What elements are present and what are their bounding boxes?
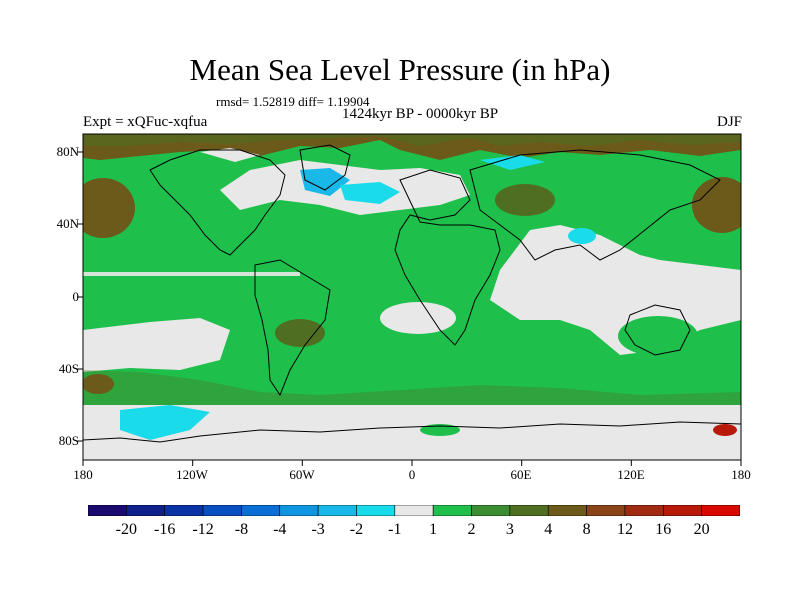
x-tick-label: 180 <box>73 467 93 482</box>
colorbar-box <box>241 505 281 516</box>
colorbar-label: 4 <box>544 521 553 538</box>
y-tick-label: 40S <box>58 361 79 376</box>
field-blue-greenland <box>300 168 350 196</box>
y-tick-label: 80N <box>56 144 79 159</box>
x-tick-label: 60E <box>510 467 532 482</box>
field-brown-southern-west <box>83 374 114 394</box>
colorbar-box <box>356 505 396 516</box>
y-tick-label: 0 <box>72 289 80 304</box>
colorbar-label: 8 <box>582 521 591 538</box>
field-southern-ocean <box>83 370 741 405</box>
field-cyan-siberia <box>480 155 545 170</box>
colorbar <box>88 505 740 516</box>
colorbar-box <box>317 505 357 516</box>
x-tick-label: 120W <box>176 467 208 482</box>
colorbar-label: -2 <box>349 521 364 538</box>
colorbar-box <box>126 505 165 516</box>
x-tick-label: 60W <box>289 467 315 482</box>
y-tick-label: 40N <box>56 216 79 231</box>
colorbar-label: -8 <box>234 521 249 538</box>
colorbar-label: -16 <box>154 521 176 538</box>
colorbar-label: 12 <box>616 521 633 538</box>
colorbar-label: 20 <box>693 521 710 538</box>
field-cyan-atlantic <box>340 182 400 204</box>
colorbar-label: 1 <box>429 521 438 538</box>
period-label: 1424kyr BP - 0000kyr BP <box>341 106 499 122</box>
field-grey-equatorial-strip <box>83 272 300 276</box>
colorbar-box <box>701 505 740 516</box>
colorbar-box <box>394 505 434 516</box>
field-grey-south-pacific <box>83 318 230 372</box>
colorbar-label: 2 <box>467 521 476 538</box>
field-grey-antarctica <box>83 405 741 460</box>
colorbar-label: -4 <box>273 521 287 538</box>
colorbar-label: -20 <box>115 521 138 538</box>
x-tick-label: 0 <box>408 467 416 482</box>
colorbar-label: 3 <box>505 521 514 538</box>
field-cyan-himalaya <box>568 228 596 244</box>
colorbar-box <box>471 505 511 516</box>
field-red-antarctica <box>713 424 737 436</box>
x-tick-label: 180 <box>731 467 751 482</box>
x-tick-label: 120E <box>617 467 645 482</box>
map-field <box>83 134 741 460</box>
rmsd-diff-stats: rmsd= 1.52819 diff= 1.19904 <box>216 94 370 109</box>
field-cyan-antarctica <box>120 405 210 440</box>
field-darkgreen-asia <box>495 184 555 216</box>
colorbar-label: -1 <box>388 521 402 538</box>
colorbar-box <box>586 505 626 516</box>
field-darkgreen-south-america <box>275 319 325 347</box>
coastlines <box>83 144 741 443</box>
experiment-label: Expt = xQFuc-xqfua <box>83 114 208 130</box>
colorbar-box <box>547 505 587 516</box>
colorbar-box <box>432 505 472 516</box>
colorbar-box <box>662 505 702 516</box>
field-brown-pacific-west <box>83 178 135 238</box>
field-brown-pacific-east <box>692 177 741 233</box>
map-title: Mean Sea Level Pressure (in hPa) <box>189 52 611 87</box>
field-grey-south-atlantic <box>380 302 456 334</box>
colorbar-box <box>88 505 127 516</box>
y-tick-label: 80S <box>58 433 79 448</box>
colorbar-box <box>624 505 664 516</box>
season-label: DJF <box>716 114 742 130</box>
colorbar-box <box>509 505 549 516</box>
field-darkgreen-north <box>83 134 741 146</box>
colorbar-label: -3 <box>311 521 325 538</box>
field-green-antarctica <box>420 424 460 436</box>
axis-ticks <box>77 151 742 466</box>
colorbar-label: -12 <box>192 521 214 538</box>
colorbar-label: 16 <box>655 521 672 538</box>
colorbar-box <box>279 505 319 516</box>
colorbar-box <box>164 505 204 516</box>
colorbar-box <box>202 505 242 516</box>
